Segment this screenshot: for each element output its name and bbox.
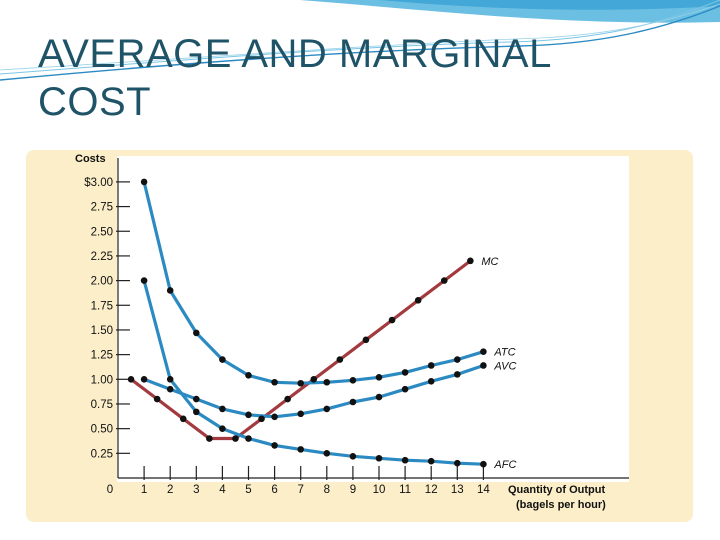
x-tick-label: 5 [245,484,251,496]
atc-point [193,329,200,337]
y-tick-label: 2.00 [91,276,113,288]
x-tick-label: 6 [271,484,277,496]
avc-point [454,371,461,378]
mc-point [362,336,370,344]
mc-point [206,435,213,442]
avc-point [140,376,148,383]
afc-point [375,454,383,462]
avc-point [480,362,487,369]
x-tick-label: 9 [350,484,356,496]
avc-line [142,363,485,419]
afc-point [271,442,278,449]
afc-point [140,277,148,284]
avc-point [297,410,305,418]
y-axis-title: Costs [75,153,106,165]
atc-line [142,180,485,385]
slide-title: AVERAGE AND MARGINAL COST [38,32,551,124]
y-tick-label: 2.75 [91,202,113,214]
avc-point [323,405,331,413]
mc-point [388,316,396,324]
x-axis-title: Quantity of Output [508,484,605,496]
x-axis-unit: (bagels per hour) [516,499,606,511]
afc-point [219,425,226,432]
afc-point [297,446,305,453]
atc-point [245,372,252,379]
x-tick-label: 8 [324,484,330,496]
x-tick-label: 11 [399,484,411,496]
y-tick-label: 1.50 [91,325,113,337]
x-tick-label: 13 [451,484,464,496]
afc-point [480,460,487,468]
x-tick-label: 1 [141,484,147,496]
avc-point [349,398,357,406]
afc-point [454,459,461,467]
mc-point [258,415,265,423]
atc-point [166,287,174,294]
afc-point [349,452,357,460]
atc-point [271,378,278,386]
atc-point [375,374,383,381]
atc-point [349,376,357,384]
atc-point [427,362,435,369]
y-tick-label: 0.25 [91,448,113,460]
y-tick-label: 2.25 [91,251,113,263]
atc-point [219,356,226,363]
afc-series-label: AFC [493,459,516,471]
afc-point [323,450,331,457]
avc-series-label: AVC [493,360,516,372]
mc-point [284,395,291,403]
mc-point [310,376,318,383]
y-tick-label: 1.00 [91,374,113,386]
x-tick-label: 10 [373,484,386,496]
atc-point [401,369,409,376]
avc-point [245,411,252,419]
mc-point [414,297,422,304]
atc-point [454,356,461,363]
atc-point [480,348,487,355]
afc-point [166,376,174,383]
x-tick-label: 0 [107,484,113,496]
atc-point [323,378,331,386]
atc-series-label: ATC [493,347,515,359]
y-tick-label: 1.75 [91,300,113,312]
avc-point [166,385,174,393]
mc-point [153,395,161,403]
y-tick-label: 0.50 [91,424,113,436]
afc-point [245,435,252,442]
x-tick-label: 14 [477,484,490,496]
plot-area [117,156,629,482]
x-tick-label: 7 [297,484,303,496]
x-tick-label: 3 [193,484,199,496]
avc-point [219,405,226,413]
cost-curves-chart: 0.25 0.50 0.75 1.00 1.25 1.50 1.75 2.00 2.25 2.50… [75,153,629,511]
x-tick-label: 4 [219,484,226,496]
afc-line [142,279,485,466]
y-tick-label: 0.75 [91,399,113,411]
x-tick-label: 2 [167,484,173,496]
atc-point [297,379,305,387]
avc-point [401,385,409,393]
afc-point [427,457,435,465]
mc-point [336,356,344,363]
afc-point [401,456,409,464]
x-tick-label: 12 [425,484,438,496]
mc-line [129,259,472,441]
avc-point [375,393,383,401]
mc-point [467,257,474,265]
y-tick-label: 1.25 [91,350,113,362]
mc-point [440,277,448,284]
mc-series-label: MC [481,256,498,268]
mc-point [179,415,187,423]
y-tick-label: 2.50 [91,226,113,238]
avc-point [193,395,200,403]
afc-point [193,408,200,416]
avc-point [427,377,435,385]
y-tick-label: $3.00 [84,177,113,189]
atc-point [140,178,148,186]
mc-point [232,435,239,442]
mc-point [127,376,135,383]
avc-point [271,413,278,421]
header-swoosh [0,0,720,81]
